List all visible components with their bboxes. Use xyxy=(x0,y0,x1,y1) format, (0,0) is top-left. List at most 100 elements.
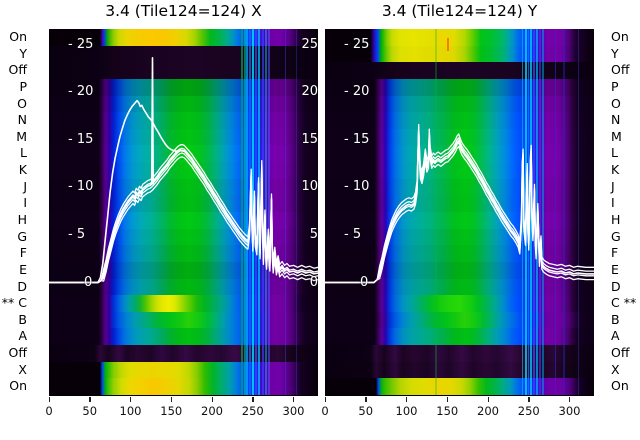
row-label-right-10: I xyxy=(611,195,615,211)
row-label-right-6: M xyxy=(611,128,622,144)
x-tick-label-6: 300 xyxy=(558,404,581,418)
x-tick-label-5: 250 xyxy=(517,404,540,418)
value-label-left-2: - 15 xyxy=(344,131,370,147)
row-label-right-1: Y xyxy=(611,45,619,61)
row-label-right-8: K xyxy=(611,162,620,178)
row-label-right-5: N xyxy=(611,112,621,128)
row-label-left-21: On xyxy=(9,378,27,394)
row-label-right-2: Off xyxy=(611,62,630,78)
value-label-right-0: 25 xyxy=(301,36,318,52)
x-tick-label-1: 50 xyxy=(358,404,374,418)
heatmap-row-g-12 xyxy=(325,228,594,246)
x-tick-label-3: 150 xyxy=(160,404,183,418)
vertical-stripe-1 xyxy=(521,29,524,395)
row-label-left-15: D xyxy=(17,278,27,294)
value-label-left-3: - 10 xyxy=(344,179,370,195)
value-label-right-2: 15 xyxy=(301,131,318,147)
row-label-left-11: H xyxy=(17,212,27,227)
value-label-left-1: - 20 xyxy=(68,84,94,100)
row-label-left-9: J xyxy=(23,178,27,194)
x-tick-0 xyxy=(324,397,326,402)
row-label-right-13: F xyxy=(611,245,619,261)
heatmap-row-on-21 xyxy=(325,378,594,395)
row-label-right-18: A xyxy=(611,328,620,344)
x-tick-label-2: 100 xyxy=(395,404,418,418)
vertical-stripe-8 xyxy=(265,29,267,395)
value-label-right-1: 20 xyxy=(301,84,318,100)
x-tick-4 xyxy=(487,397,489,402)
curve-line xyxy=(49,99,186,284)
row-label-left-14: E xyxy=(19,261,27,277)
heatmap-row-c-16 xyxy=(325,295,594,313)
curve-line xyxy=(325,132,594,284)
x-tick-3 xyxy=(170,397,173,402)
value-label-left-2: - 15 xyxy=(68,131,94,147)
vertical-stripe-11 xyxy=(577,29,580,395)
row-label-left-16: ** C xyxy=(1,295,27,311)
curve-line xyxy=(325,130,594,284)
value-label-left-0: - 25 xyxy=(68,36,94,52)
value-label-left-0: - 25 xyxy=(344,36,370,52)
row-label-left-12: G xyxy=(17,228,27,244)
heatmap-row-b-17 xyxy=(325,311,594,330)
row-label-right-11: H xyxy=(611,212,621,227)
value-label-right-3: 10 xyxy=(301,179,318,195)
vertical-stripe-5 xyxy=(255,29,257,395)
x-tick-5 xyxy=(528,397,530,402)
value-label-left-5: 0 xyxy=(360,274,369,290)
overlay-curves xyxy=(325,123,594,284)
x-tick-0 xyxy=(48,397,50,402)
value-label-left-4: - 5 xyxy=(344,226,362,242)
x-tick-2 xyxy=(406,397,408,402)
heatmap-row-p-3 xyxy=(325,78,594,97)
row-label-left-4: O xyxy=(17,95,27,111)
heatmap-row-x-20 xyxy=(325,361,594,379)
value-label-left-3: - 10 xyxy=(68,179,94,195)
heatmap-panel-y: - 25 - 20 - 15 - 10 - 5 0 xyxy=(325,29,594,396)
x-tick-label-4: 200 xyxy=(477,404,499,418)
row-label-left-0: On xyxy=(9,29,27,44)
row-label-right-12: G xyxy=(611,228,621,244)
curve-line xyxy=(49,147,318,284)
row-label-right-3: P xyxy=(611,78,619,94)
curve-line xyxy=(325,123,594,284)
row-label-left-17: B xyxy=(18,311,27,327)
vertical-stripe-10 xyxy=(284,29,287,395)
x-tick-label-0: 0 xyxy=(45,404,53,418)
heatmap-row-off-19 xyxy=(325,345,594,363)
row-label-left-2: Off xyxy=(8,62,27,78)
vertical-stripe-10 xyxy=(563,29,565,395)
heatmap-row-a-18 xyxy=(325,328,594,346)
row-labels-right: On Y Off P O N M L K J I H G F E D C ** B A Off X On xyxy=(611,29,640,395)
vertical-stripe-2 xyxy=(246,29,248,395)
row-label-right-17: B xyxy=(611,311,620,327)
row-label-right-19: Off xyxy=(611,345,630,361)
value-label-left-5: 0 xyxy=(84,274,93,290)
vertical-stripe-0 xyxy=(435,29,437,395)
x-tick-5 xyxy=(252,397,254,402)
heatmap-row-on-0 xyxy=(325,29,594,47)
row-label-left-20: X xyxy=(18,361,27,377)
row-label-left-18: A xyxy=(18,328,27,344)
x-tick-3 xyxy=(446,397,449,402)
x-tick-label-3: 150 xyxy=(436,404,459,418)
vertical-stripe-9 xyxy=(554,29,557,395)
row-label-left-8: K xyxy=(18,162,27,178)
row-label-left-13: F xyxy=(19,245,27,261)
vertical-stripe-7 xyxy=(539,29,541,395)
row-label-left-1: Y xyxy=(19,45,27,61)
x-tick-label-4: 200 xyxy=(201,404,223,418)
heatmap-row-e-14 xyxy=(325,261,594,280)
row-label-left-6: M xyxy=(16,128,27,144)
vertical-stripe-1 xyxy=(244,29,246,395)
x-tick-1 xyxy=(89,397,91,402)
value-label-right-4: 5 xyxy=(309,226,318,242)
curve-line xyxy=(49,143,318,284)
x-tick-6 xyxy=(569,397,571,402)
vertical-stripe-4 xyxy=(530,29,532,395)
row-label-left-3: P xyxy=(19,78,27,94)
curve-line xyxy=(325,136,594,284)
x-tick-label-1: 50 xyxy=(82,404,98,418)
row-label-left-7: L xyxy=(20,145,27,161)
